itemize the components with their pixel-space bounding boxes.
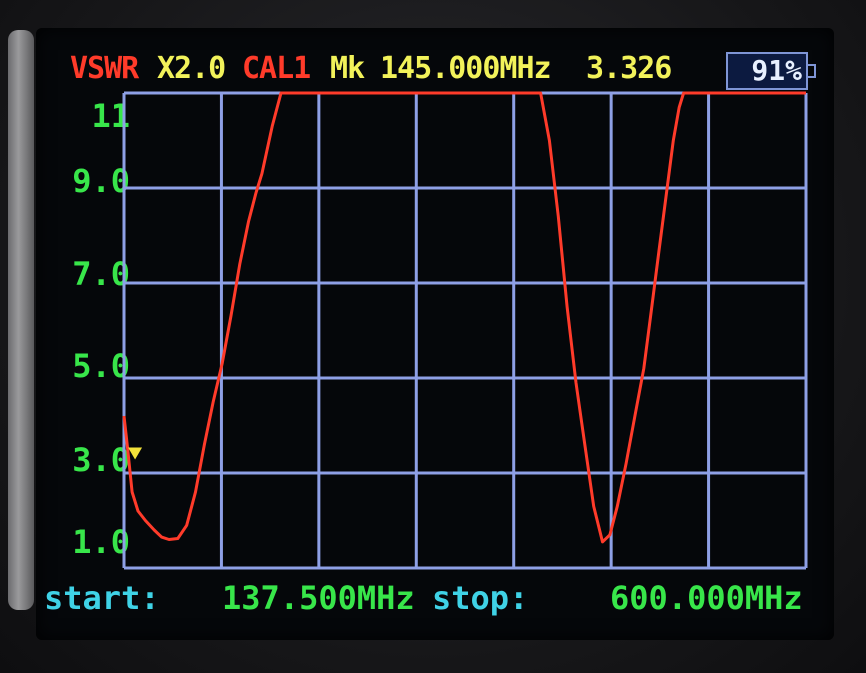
start-label: start: (44, 579, 160, 617)
battery-percent: 91% (751, 54, 802, 87)
marker-triangle-icon (128, 447, 143, 460)
stop-frequency: 600.000MHz (610, 579, 803, 617)
device-bezel (8, 30, 34, 610)
battery-indicator: 91% (726, 52, 808, 90)
vswr-trace (122, 91, 806, 544)
ytick-label: 7.0 (72, 255, 130, 293)
start-frequency: 137.500MHz (222, 579, 415, 617)
ytick-label: 3.0 (72, 441, 130, 479)
marker-value: 3.326 (586, 51, 672, 86)
ytick-label: 5.0 (72, 347, 130, 385)
marker-frequency: 145.000MHz (380, 51, 552, 86)
ytick-label: 9.0 (72, 162, 130, 200)
scale-label: X2.0 (157, 51, 226, 86)
mode-label: VSWR (70, 51, 139, 86)
cal-label: CAL1 (242, 51, 311, 86)
stop-label: stop: (432, 579, 529, 617)
battery-icon (808, 64, 816, 78)
ytick-label: 1.0 (72, 523, 130, 561)
marker-label: Mk (330, 51, 365, 86)
